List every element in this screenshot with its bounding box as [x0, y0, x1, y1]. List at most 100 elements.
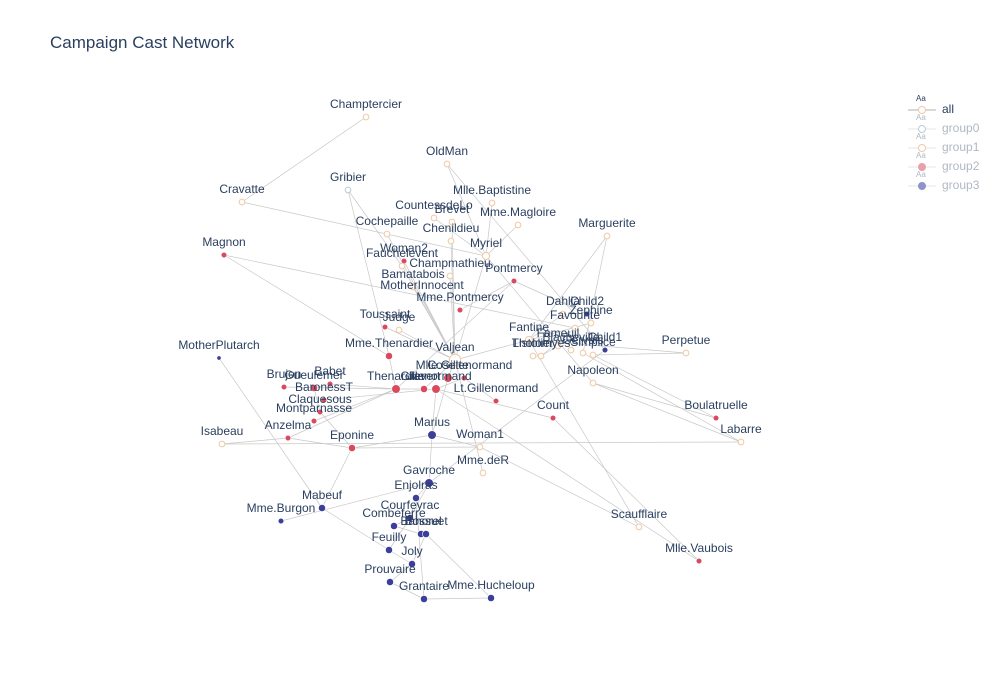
node-marker[interactable]: [408, 560, 416, 568]
node-label: Cochepaille: [356, 214, 419, 228]
node-marker[interactable]: [571, 324, 579, 332]
node-marker[interactable]: [682, 349, 690, 357]
node-marker[interactable]: [510, 277, 518, 285]
node-marker[interactable]: [589, 351, 597, 359]
node-marker[interactable]: [529, 352, 537, 360]
node-marker[interactable]: [567, 346, 575, 354]
node-marker[interactable]: [310, 384, 318, 392]
node-marker[interactable]: [422, 530, 430, 538]
node-marker[interactable]: [216, 355, 222, 361]
node-marker[interactable]: [391, 384, 401, 394]
node-marker[interactable]: [460, 374, 468, 382]
node-marker[interactable]: [218, 440, 226, 448]
node-marker[interactable]: [420, 385, 428, 393]
node-marker[interactable]: [488, 199, 496, 207]
node-marker[interactable]: [420, 595, 428, 603]
node-label: Thenardier: [367, 369, 425, 383]
node-marker[interactable]: [603, 232, 611, 240]
node-marker[interactable]: [583, 310, 591, 318]
node-marker[interactable]: [587, 319, 595, 327]
legend-item-group3[interactable]: Aa group3: [908, 170, 1000, 193]
node-marker[interactable]: [579, 349, 587, 357]
node-marker[interactable]: [524, 335, 534, 345]
node-marker[interactable]: [220, 251, 228, 259]
node-marker[interactable]: [406, 514, 414, 522]
node-marker[interactable]: [446, 272, 454, 280]
node-marker[interactable]: [348, 444, 356, 452]
node-marker[interactable]: [448, 353, 462, 367]
node-marker[interactable]: [395, 326, 403, 334]
node-marker[interactable]: [554, 342, 562, 350]
node-marker[interactable]: [476, 443, 484, 451]
node-marker[interactable]: [514, 221, 522, 229]
node-marker[interactable]: [310, 417, 318, 425]
node-marker[interactable]: [344, 186, 352, 194]
edge: [431, 434, 481, 448]
node-marker[interactable]: [412, 494, 420, 502]
legend-item-all[interactable]: Aa all: [908, 94, 1000, 117]
edge: [592, 382, 742, 443]
node-marker[interactable]: [447, 237, 455, 245]
node-marker[interactable]: [238, 198, 246, 206]
node-label: Babet: [314, 364, 346, 378]
node-marker[interactable]: [635, 523, 643, 531]
node-label: Enjolras: [394, 478, 437, 492]
node-marker[interactable]: [443, 160, 451, 168]
legend-item-group1[interactable]: Aa group1: [908, 132, 1000, 155]
edges-layer: [218, 116, 742, 600]
node-marker[interactable]: [280, 383, 288, 391]
node-marker[interactable]: [695, 557, 703, 565]
node-marker[interactable]: [481, 251, 491, 261]
labels-layer: Champtercier OldMan Cravatte Gribier Mlle.Ba…: [178, 97, 762, 593]
legend-item-group0[interactable]: Aa group0: [908, 113, 1000, 136]
node-marker[interactable]: [559, 310, 567, 318]
node-marker[interactable]: [479, 469, 487, 477]
node-marker[interactable]: [409, 283, 417, 291]
node-marker[interactable]: [316, 408, 324, 416]
node-marker[interactable]: [427, 430, 437, 440]
node-marker[interactable]: [398, 262, 406, 270]
edge: [454, 255, 487, 361]
node-marker[interactable]: [277, 517, 285, 525]
node-marker[interactable]: [383, 230, 391, 238]
node-marker[interactable]: [418, 294, 426, 302]
legend-item-group2[interactable]: Aa group2: [908, 151, 1000, 174]
edge: [431, 388, 437, 436]
node-label: Mme.Hucheloup: [447, 578, 535, 592]
edge: [435, 388, 700, 562]
node-label: CountessdeLo: [395, 198, 473, 212]
node-marker[interactable]: [456, 306, 464, 314]
node-marker[interactable]: [589, 379, 597, 387]
node-marker[interactable]: [492, 397, 500, 405]
node-marker[interactable]: [487, 594, 495, 602]
node-marker[interactable]: [320, 396, 328, 404]
node-marker[interactable]: [284, 434, 292, 442]
node-marker[interactable]: [362, 113, 370, 121]
node-marker[interactable]: [326, 380, 334, 388]
node-marker[interactable]: [386, 578, 394, 586]
node-marker[interactable]: [390, 522, 398, 530]
node-marker[interactable]: [385, 352, 393, 360]
node-label: Blacheville: [542, 330, 600, 344]
node-marker[interactable]: [443, 373, 453, 383]
node-label: Scaufflaire: [611, 507, 668, 521]
edge: [388, 355, 397, 390]
node-marker[interactable]: [430, 214, 438, 222]
node-marker[interactable]: [737, 438, 745, 446]
edge: [485, 255, 594, 384]
node-marker[interactable]: [601, 346, 609, 354]
node-marker[interactable]: [712, 414, 720, 422]
node-marker[interactable]: [448, 218, 456, 226]
node-marker[interactable]: [385, 546, 393, 554]
node-marker[interactable]: [424, 478, 434, 488]
node-label: Fauchelevent: [366, 246, 439, 260]
node-label: Champtercier: [330, 97, 402, 111]
node-marker[interactable]: [431, 384, 441, 394]
legend-text-glyph: Aa: [916, 151, 926, 160]
node-marker[interactable]: [549, 414, 557, 422]
edge: [321, 507, 390, 551]
node-marker[interactable]: [381, 323, 389, 331]
node-marker[interactable]: [318, 504, 326, 512]
node-marker[interactable]: [537, 352, 545, 360]
